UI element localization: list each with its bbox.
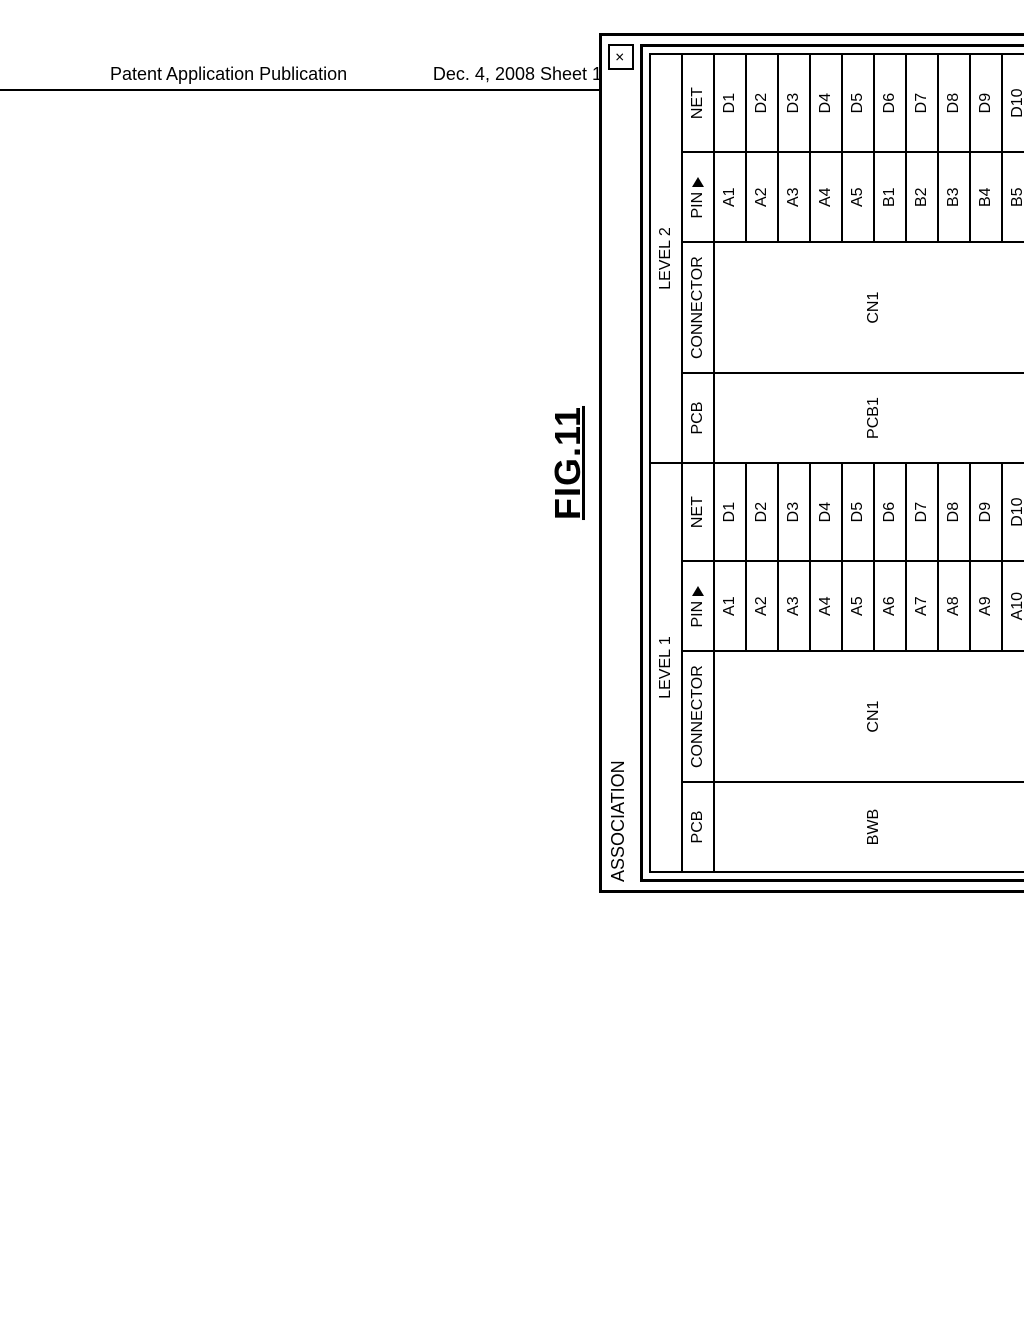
l1-pin-cell: A3 [778, 561, 810, 651]
l1-pin-cell: A8 [938, 561, 970, 651]
l2-pin-cell: B2 [906, 152, 938, 242]
l1-net-cell: D1 [714, 463, 746, 561]
sort-icon [692, 586, 704, 596]
l1-net-cell: D6 [874, 463, 906, 561]
l1-net-cell: D7 [906, 463, 938, 561]
l1-net-cell: D2 [746, 463, 778, 561]
figure-label: FIG.11 [547, 33, 589, 893]
level-header-row: LEVEL 1 LEVEL 2 [650, 54, 682, 872]
l1-pin-cell: A2 [746, 561, 778, 651]
l2-pin-cell: A3 [778, 152, 810, 242]
l1-pin-cell: A7 [906, 561, 938, 651]
l1-net-cell: D8 [938, 463, 970, 561]
l2-net-cell: D2 [746, 54, 778, 152]
l2-pin-cell: A2 [746, 152, 778, 242]
l1-pin-label: PIN [689, 601, 707, 628]
l2-connector-cell: CN1 [714, 242, 1024, 373]
l1-pcb-cell: BWB [714, 782, 1024, 872]
l1-pin-cell: A5 [842, 561, 874, 651]
association-window: ASSOCIATION × LEVEL 1 LEVEL 2 PCB CONNEC… [599, 33, 1024, 893]
l1-net-cell: D3 [778, 463, 810, 561]
l2-pin-cell: A5 [842, 152, 874, 242]
header-left: Patent Application Publication [110, 64, 347, 89]
l1-net-cell: D9 [970, 463, 1002, 561]
l1-net-cell: D5 [842, 463, 874, 561]
l2-net-cell: D7 [906, 54, 938, 152]
window-title: ASSOCIATION [608, 760, 629, 882]
l2-col-pcb: PCB [682, 373, 714, 463]
l2-pin-cell: A4 [810, 152, 842, 242]
l2-net-cell: D8 [938, 54, 970, 152]
column-header-row: PCB CONNECTOR PIN NET PCB CONNECTOR PIN … [682, 54, 714, 872]
l2-pin-cell: B3 [938, 152, 970, 242]
l2-pcb-cell: PCB1 [714, 373, 1024, 463]
l2-pin-cell: B5 [1002, 152, 1024, 242]
l2-net-cell: D9 [970, 54, 1002, 152]
l1-col-pin[interactable]: PIN [682, 561, 714, 651]
l1-col-net: NET [682, 463, 714, 561]
l2-col-net: NET [682, 54, 714, 152]
l1-net-cell: D10 [1002, 463, 1024, 561]
l1-pin-cell: A1 [714, 561, 746, 651]
table-row[interactable]: BWB CN1 A1 D1 PCB1 CN1 A1 D1 [714, 54, 746, 872]
l2-net-cell: D4 [810, 54, 842, 152]
l2-pin-cell: B4 [970, 152, 1002, 242]
table-panel: LEVEL 1 LEVEL 2 PCB CONNECTOR PIN NET PC… [640, 44, 1024, 882]
level2-header: LEVEL 2 [650, 54, 682, 463]
l1-connector-cell: CN1 [714, 651, 1024, 782]
l2-pin-cell: A1 [714, 152, 746, 242]
l2-pin-label: PIN [689, 192, 707, 219]
l2-net-cell: D10 [1002, 54, 1024, 152]
l1-pin-cell: A6 [874, 561, 906, 651]
l2-net-cell: D5 [842, 54, 874, 152]
association-table: LEVEL 1 LEVEL 2 PCB CONNECTOR PIN NET PC… [649, 53, 1024, 873]
l2-pin-cell: B1 [874, 152, 906, 242]
l1-pin-cell: A4 [810, 561, 842, 651]
sort-icon [692, 177, 704, 187]
close-icon: × [612, 52, 630, 61]
window-titlebar: ASSOCIATION × [608, 44, 634, 882]
l2-net-cell: D1 [714, 54, 746, 152]
l1-col-connector: CONNECTOR [682, 651, 714, 782]
figure-11: FIG.11 ASSOCIATION × LEVEL 1 LEVEL 2 PCB [547, 33, 1024, 893]
l2-net-cell: D3 [778, 54, 810, 152]
level1-header: LEVEL 1 [650, 463, 682, 872]
l2-net-cell: D6 [874, 54, 906, 152]
l1-pin-cell: A9 [970, 561, 1002, 651]
l2-col-connector: CONNECTOR [682, 242, 714, 373]
l1-col-pcb: PCB [682, 782, 714, 872]
l1-net-cell: D4 [810, 463, 842, 561]
l2-col-pin[interactable]: PIN [682, 152, 714, 242]
close-button[interactable]: × [608, 44, 634, 70]
l1-pin-cell: A10 [1002, 561, 1024, 651]
